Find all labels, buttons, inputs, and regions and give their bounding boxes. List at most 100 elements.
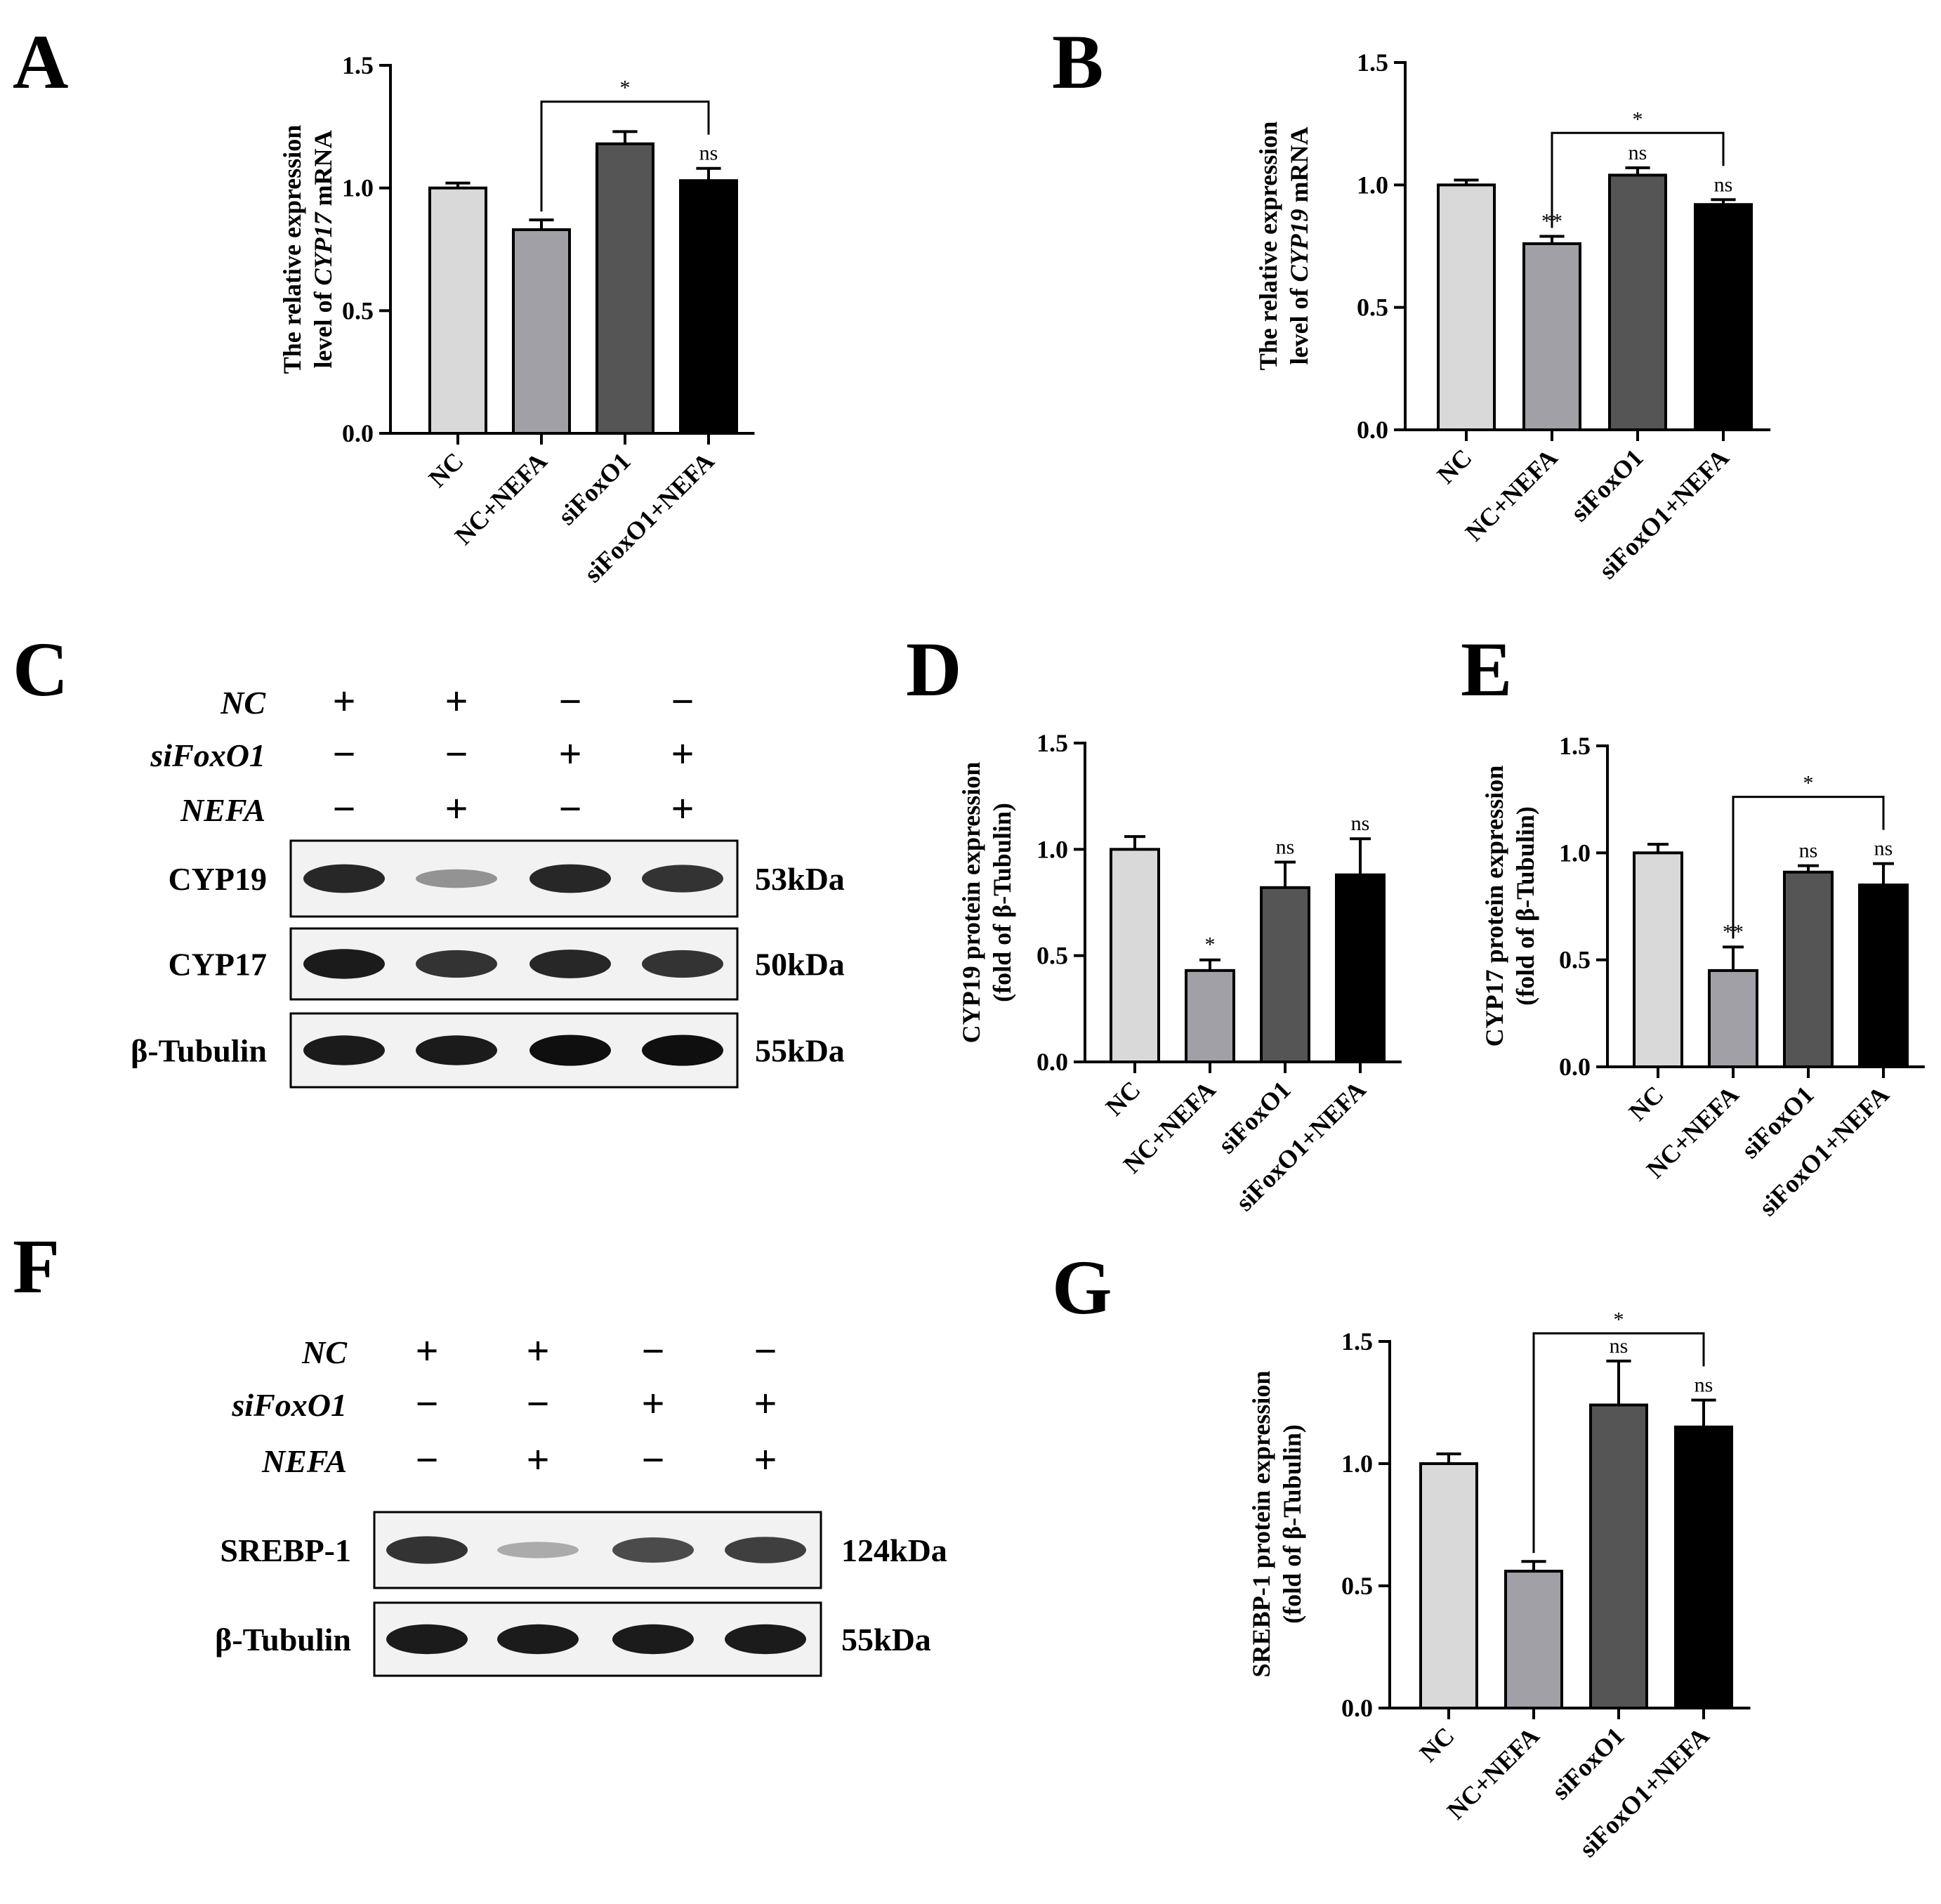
condition-sign-f: − [641,1437,664,1483]
bar-g-1 [1504,1570,1563,1710]
condition-label-f: NEFA [261,1443,347,1479]
blots-layer: NC + + − − siFoxO1 − − + + NEFA − + − + CYP19 53kDa CYP17… [131,678,947,1677]
panel-letter-c: C [13,626,68,712]
y-axis-label-g: SREBP-1 protein expression (fold of β-Tub… [1247,1371,1306,1678]
band-label-c: CYP19 [168,861,267,897]
chart-b: 0.0 0.5 1.0 1.5 The relative expression level… [1254,48,1771,584]
y-tick-label-a: 1.5 [342,51,374,79]
condition-sign-f: − [526,1381,549,1426]
protein-band [725,1537,806,1563]
band-label-f: SREBP-1 [220,1532,351,1568]
chart-d: 0.0 0.5 1.0 1.5 CYP19 protein expression (fol… [957,729,1402,1216]
protein-band [612,1537,694,1563]
y-tick-label-e: 1.0 [1559,839,1591,867]
panel-letter-f: F [13,1223,60,1309]
bar-a-2 [596,142,654,435]
protein-band [416,1035,497,1065]
protein-band [529,950,611,978]
blot-f: NC + + − − siFoxO1 − − + + NEFA − + − + SREBP-1 124kDa β-… [215,1328,947,1677]
y-tick-label-b: 0.0 [1357,416,1388,444]
category-label-g: NC [1414,1721,1460,1767]
y-axis-label-line1: CYP17 protein expression [1480,766,1508,1047]
y-tick-label-d: 0.0 [1037,1048,1068,1076]
panel-letter-d: D [906,626,961,712]
bar-e-0 [1633,851,1683,1069]
bar-b-1 [1522,242,1581,431]
y-axis-label-line2-post: mRNA [1285,127,1313,209]
protein-band [416,869,497,888]
bar-b-3 [1694,203,1753,431]
condition-sign-c: + [558,731,581,777]
category-label-b: NC [1432,443,1478,489]
band-label-c: β-Tubulin [131,1033,267,1069]
bar-e-1 [1708,969,1758,1069]
category-label-g: siFoxO1 [1546,1721,1630,1805]
condition-sign-c: − [332,786,355,832]
category-label-e: siFoxO1+NEFA [1754,1080,1895,1221]
condition-sign-c: − [332,731,355,777]
bracket-label-g: * [1614,1308,1624,1332]
bar-e-2 [1783,870,1834,1068]
significance-label-d: * [1205,933,1216,957]
bar-a-3 [679,179,738,435]
y-axis-label-line2-pre: (fold of β-Tubulin) [1511,806,1539,1006]
y-axis-label-line2-pre: level of [309,286,337,369]
y-axis-label-line2-pre: (fold of β-Tubulin) [1278,1424,1306,1624]
panel-letter-a: A [13,19,68,105]
protein-band [303,949,385,979]
blot-c: NC + + − − siFoxO1 − − + + NEFA − + − + CYP19 53kDa CYP17… [131,678,845,1089]
condition-sign-c: − [558,678,581,724]
blot-strip-c-0 [289,839,739,918]
significance-label-d: ns [1351,812,1370,835]
bar-a-1 [512,228,571,435]
condition-sign-c: + [445,786,468,832]
protein-band [416,950,497,978]
y-tick-label-g: 1.0 [1341,1450,1373,1478]
significance-label-b: ns [1629,141,1647,164]
panel-letter-g: G [1052,1245,1112,1330]
protein-band [725,1624,806,1655]
condition-sign-f: − [415,1437,438,1483]
condition-sign-f: − [415,1381,438,1426]
y-tick-label-g: 0.5 [1341,1572,1373,1600]
category-label-b: siFoxO1 [1565,443,1649,527]
blot-strip-c-1 [289,927,739,1001]
bracket-label-b: * [1633,107,1643,131]
category-label-d: NC [1100,1075,1146,1121]
protein-band [497,1542,579,1558]
y-axis-label-line2: (fold of β-Tubulin) [988,803,1016,1002]
condition-sign-f: + [754,1437,777,1483]
bar-g-3 [1674,1425,1733,1710]
y-axis-label-line2: level of CYP19 mRNA [1285,127,1313,365]
blot-strip-f-1 [373,1601,822,1677]
y-tick-label-d: 1.0 [1037,835,1068,863]
y-axis-label-line1: SREBP-1 protein expression [1247,1371,1275,1678]
chart-g: 0.0 0.5 1.0 1.5 SREBP-1 protein expression (f… [1247,1308,1751,1863]
y-axis-label-d: CYP19 protein expression (fold of β-Tubul… [957,762,1016,1044]
y-tick-label-d: 1.5 [1037,729,1068,757]
protein-band [303,1035,385,1065]
y-axis-label-line2: (fold of β-Tubulin) [1278,1424,1306,1624]
bar-g-2 [1589,1403,1648,1709]
condition-label-f: siFoxO1 [231,1387,347,1423]
condition-sign-f: + [641,1381,664,1426]
y-tick-label-e: 0.0 [1559,1053,1591,1081]
y-axis-label-line1: CYP19 protein expression [957,762,985,1044]
y-axis-label-line2-post: mRNA [309,131,337,213]
y-tick-label-a: 1.0 [342,174,374,202]
y-tick-label-a: 0.5 [342,296,374,324]
bracket-label-a: * [620,77,631,100]
protein-band [612,1624,694,1655]
condition-sign-c: − [558,786,581,832]
protein-band [529,864,611,893]
bar-b-0 [1437,183,1496,431]
comparison-bracket-b [1551,131,1725,228]
significance-label-d: ns [1276,835,1295,858]
protein-band [303,864,385,893]
molecular-weight-label-f: 124kDa [841,1532,947,1568]
bar-e-3 [1858,884,1909,1068]
comparison-bracket-a [540,100,710,212]
condition-sign-f: − [754,1328,777,1374]
protein-band [386,1624,468,1655]
